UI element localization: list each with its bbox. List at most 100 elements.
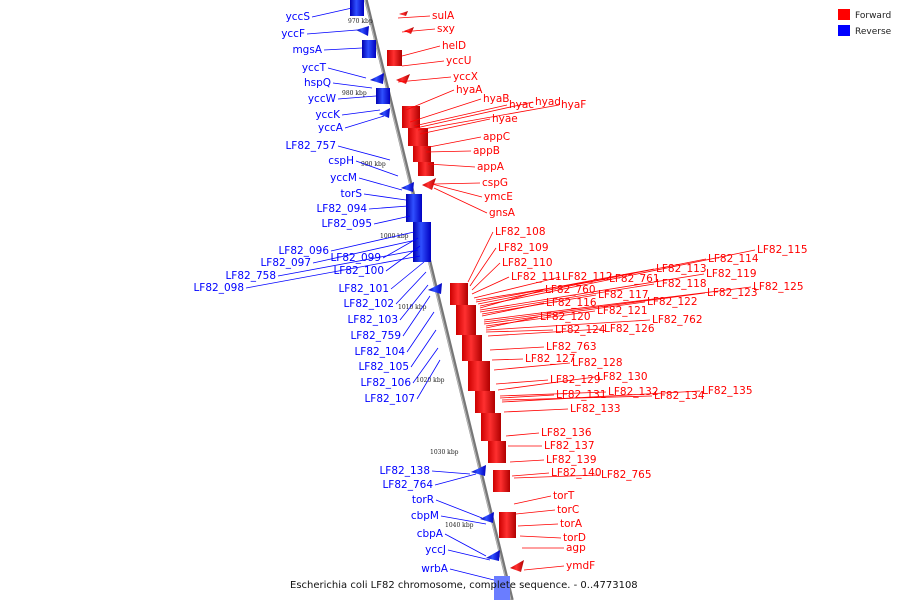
forward-gene-label[interactable]: hyad — [535, 96, 561, 108]
reverse-gene-label[interactable]: yccS — [286, 11, 311, 23]
forward-gene-label[interactable]: LF82_135 — [702, 385, 753, 397]
reverse-gene-label[interactable]: LF82_102 — [343, 298, 394, 310]
forward-gene-label[interactable]: LF82_140 — [551, 467, 602, 479]
reverse-gene-label[interactable]: LF82_138 — [379, 465, 430, 477]
leader-line — [332, 82, 373, 89]
forward-gene-label[interactable]: LF82_129 — [550, 374, 601, 386]
forward-gene-label[interactable]: yccU — [446, 55, 471, 67]
forward-gene-label[interactable]: LF82_124 — [555, 324, 606, 336]
forward-gene-label[interactable]: LF82_765 — [601, 469, 652, 481]
reverse-gene-label[interactable]: LF82_094 — [316, 203, 367, 215]
reverse-gene-label[interactable]: LF82_098 — [193, 282, 244, 294]
forward-gene-label[interactable]: hyaA — [456, 84, 483, 96]
reverse-gene-label[interactable]: LF82_104 — [354, 346, 405, 358]
forward-gene-label[interactable]: LF82_132 — [608, 386, 659, 398]
forward-gene-label[interactable]: yccX — [453, 71, 478, 83]
forward-gene-label[interactable]: LF82_108 — [495, 226, 546, 238]
reverse-gene-label[interactable]: LF82_096 — [278, 245, 329, 257]
reverse-gene-label[interactable]: LF82_764 — [382, 479, 433, 491]
forward-gene-label[interactable]: agp — [566, 542, 586, 554]
forward-gene-label[interactable]: ymdF — [566, 560, 595, 572]
forward-gene-label[interactable]: LF82_115 — [757, 244, 808, 256]
forward-gene-label[interactable]: LF82_121 — [597, 305, 648, 317]
reverse-gene-label[interactable]: yccJ — [425, 544, 446, 556]
forward-gene-label[interactable]: LF82_134 — [654, 390, 705, 402]
reverse-gene-label[interactable]: yccW — [308, 93, 337, 105]
forward-gene-label[interactable]: helD — [442, 40, 466, 52]
forward-gene-label[interactable]: torT — [553, 490, 575, 502]
reverse-gene-label[interactable]: LF82_100 — [333, 265, 384, 277]
forward-gene-label[interactable]: hyae — [492, 113, 518, 125]
forward-gene-label[interactable]: LF82_111 — [511, 271, 562, 283]
forward-gene-label[interactable]: sxy — [437, 23, 455, 35]
forward-gene-label[interactable]: LF82_120 — [540, 311, 591, 323]
forward-gene-label[interactable]: LF82_114 — [708, 253, 759, 265]
reverse-gene-label[interactable]: LF82_107 — [364, 393, 415, 405]
forward-gene-label[interactable]: torC — [557, 504, 579, 516]
forward-gene-label[interactable]: LF82_109 — [498, 242, 549, 254]
reverse-gene-label[interactable]: yccK — [315, 109, 341, 121]
reverse-gene-label[interactable]: hspQ — [304, 77, 331, 89]
reverse-gene-label[interactable]: cbpM — [411, 510, 439, 522]
leader-line — [483, 301, 646, 325]
forward-gene-label[interactable]: torD — [563, 532, 586, 544]
reverse-gene-label[interactable]: wrbA — [421, 563, 449, 575]
forward-gene-label[interactable]: LF82_763 — [546, 341, 597, 353]
reverse-gene-label[interactable]: LF82_095 — [321, 218, 372, 230]
reverse-gene-label[interactable]: LF82_099 — [330, 252, 381, 264]
forward-gene-label[interactable]: torA — [560, 518, 583, 530]
forward-gene-label[interactable]: LF82_131 — [556, 389, 607, 401]
reverse-gene-label[interactable]: LF82_106 — [360, 377, 411, 389]
forward-gene-label[interactable]: LF82_136 — [541, 427, 592, 439]
forward-gene-label[interactable]: LF82_122 — [647, 296, 698, 308]
reverse-gene-label[interactable]: torR — [412, 494, 434, 506]
reverse-gene-label[interactable]: LF82_757 — [285, 140, 336, 152]
forward-gene-label[interactable]: LF82_119 — [706, 268, 757, 280]
reverse-gene-label[interactable]: yccM — [330, 172, 357, 184]
forward-gene-label[interactable]: LF82_761 — [609, 273, 660, 285]
forward-gene-label[interactable]: LF82_137 — [544, 440, 595, 452]
reverse-gene-label[interactable]: yccF — [281, 28, 305, 40]
forward-gene-label[interactable]: cspG — [482, 177, 508, 189]
forward-gene-label[interactable]: LF82_118 — [656, 278, 707, 290]
forward-gene-label[interactable]: LF82_127 — [525, 353, 576, 365]
forward-gene-label[interactable]: appC — [483, 131, 510, 143]
reverse-gene-label[interactable]: LF82_097 — [260, 257, 311, 269]
forward-gene-label[interactable]: LF82_117 — [598, 289, 649, 301]
forward-gene-label[interactable]: appA — [477, 161, 505, 173]
forward-gene-label[interactable]: LF82_128 — [572, 357, 623, 369]
reverse-gene-label[interactable]: LF82_759 — [350, 330, 401, 342]
forward-gene-label[interactable]: LF82_760 — [545, 284, 596, 296]
forward-gene-label[interactable]: gnsA — [489, 207, 516, 219]
forward-gene-label[interactable]: LF82_762 — [652, 314, 703, 326]
reverse-gene-label[interactable]: yccA — [318, 122, 344, 134]
forward-gene-label[interactable]: LF82_139 — [546, 454, 597, 466]
reverse-gene-label[interactable]: torS — [340, 188, 362, 200]
reverse-gene-label[interactable]: LF82_758 — [225, 270, 276, 282]
forward-gene-label[interactable]: LF82_116 — [546, 297, 597, 309]
reverse-gene-label[interactable]: mgsA — [292, 44, 322, 56]
forward-gene-label[interactable]: LF82_133 — [570, 403, 621, 415]
reverse-gene-label[interactable]: LF82_105 — [358, 361, 409, 373]
forward-gene-label[interactable]: LF82_112 — [562, 271, 613, 283]
reverse-gene-label[interactable]: cbpA — [417, 528, 444, 540]
forward-gene-label[interactable]: LF82_125 — [753, 281, 804, 293]
leader-line — [469, 247, 497, 287]
reverse-gene-label[interactable]: cspH — [328, 155, 354, 167]
forward-gene-label[interactable]: LF82_126 — [604, 323, 655, 335]
reverse-gene-label[interactable]: LF82_103 — [347, 314, 398, 326]
forward-gene-label[interactable]: LF82_130 — [597, 371, 648, 383]
leader-line — [483, 286, 752, 321]
forward-gene-label[interactable]: LF82_110 — [502, 257, 553, 269]
forward-gene-label[interactable]: LF82_113 — [656, 263, 707, 275]
reverse-gene-label[interactable]: LF82_101 — [338, 283, 389, 295]
forward-gene-label[interactable]: hyac — [509, 99, 534, 111]
forward-gene-label[interactable]: hyaF — [561, 99, 586, 111]
forward-gene-label[interactable]: hyaB — [483, 93, 510, 105]
forward-gene-label[interactable]: appB — [473, 145, 500, 157]
forward-gene-label[interactable]: ymcE — [484, 191, 513, 203]
forward-gene-label[interactable]: LF82_123 — [707, 287, 758, 299]
forward-gene-label[interactable]: sulA — [432, 10, 455, 22]
reverse-gene-label[interactable]: yccT — [302, 62, 327, 74]
gene-block — [480, 512, 494, 523]
